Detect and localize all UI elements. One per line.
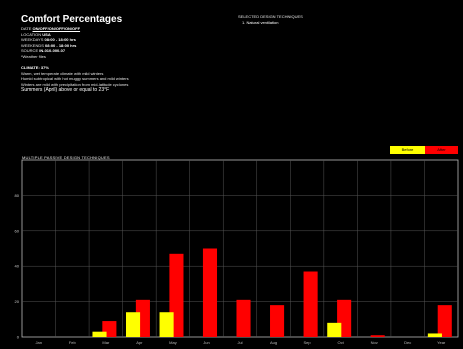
climate-block: CLIMATE: 37% Warm, wet temperate climate… [21,65,231,93]
y-tick-label: 0 [17,335,20,340]
report-header: Comfort Percentages DATE ON/OFF/ON/OFF/O… [21,14,231,93]
y-tick-label: 20 [15,299,20,304]
climate-heading: CLIMATE: 37% [21,65,49,70]
climate-line: Winters are mild with precipitation from… [21,81,129,87]
legend-after: After [425,146,458,154]
selected-techniques-heading: SELECTED DESIGN TECHNIQUES [238,14,303,19]
bar-before [327,322,342,337]
bar-after [370,335,385,337]
meta-value: USA [42,31,51,37]
bar-before [159,312,174,337]
bar-before [427,333,442,337]
meta-value: IN-010-000-07 [39,48,66,53]
x-tick-label: Mar [102,340,110,345]
meta-value: 08:00 - 18:00 hrs [44,37,76,42]
meta-key: WEEKENDS [21,42,44,48]
x-tick-label: Dec [404,340,411,345]
chart-heading: MULTIPLE PASSIVE DESIGN TECHNIQUES [22,155,110,160]
x-tick-label: Sep [304,340,312,345]
meta-row: LOCATION USA [21,32,231,38]
x-tick-label: Feb [69,340,77,345]
meta-list: DATE ON/OFF/ON/OFF/ON/OFF LOCATION USA WEE… [21,26,231,54]
climate-line: Humid subtropical with hot muggy summers… [21,76,129,81]
y-tick-label: 40 [15,264,20,269]
x-tick-label: Year [437,340,446,345]
climate-line: Warm, wet temperate climate with mild wi… [21,70,104,76]
bar-after [236,299,251,337]
meta-row: WEEKDAYS 08:00 - 18:00 hrs [21,37,231,43]
legend-before: Before [390,146,425,154]
meta-value: 08:00 - 18:00 hrs [45,42,77,48]
selected-technique-item: 1. Natural ventilation [242,19,279,25]
x-tick-label: Aug [270,340,277,345]
meta-value: ON/OFF/ON/OFF/ON/OFF [32,26,81,31]
meta-key: DATE [21,26,32,31]
meta-key: LOCATION [21,31,42,37]
selected-techniques: SELECTED DESIGN TECHNIQUES 1. Natural ve… [238,14,438,25]
meta-row: DATE ON/OFF/ON/OFF/ON/OFF [21,26,231,32]
bar-after [437,305,452,337]
x-tick-label: Oct [337,340,344,345]
x-tick-label: Nov [371,340,378,345]
meta-row: SOURCE IN-010-000-07 [21,48,231,54]
bar-after [303,271,318,337]
climate-summary: Summers (April) above or equal to 23°F [21,87,110,93]
weather-note: *Weather files [21,53,46,59]
bar-before [126,312,141,337]
bar-after [202,248,218,337]
y-tick-label: 80 [15,193,20,198]
x-tick-label: Apr [136,340,143,345]
meta-key: SOURCE [21,48,39,53]
x-tick-label: Jan [36,340,42,345]
meta-key: WEEKDAYS [21,37,44,42]
x-tick-label: Jun [203,340,209,345]
y-tick-label: 60 [15,228,20,233]
meta-row: WEEKENDS 08:00 - 18:00 hrs [21,43,231,49]
x-tick-label: May [169,340,177,345]
report-title: Comfort Percentages [21,14,123,25]
x-tick-label: Jul [237,340,242,345]
bar-before [92,331,107,337]
bar-after [270,305,285,337]
